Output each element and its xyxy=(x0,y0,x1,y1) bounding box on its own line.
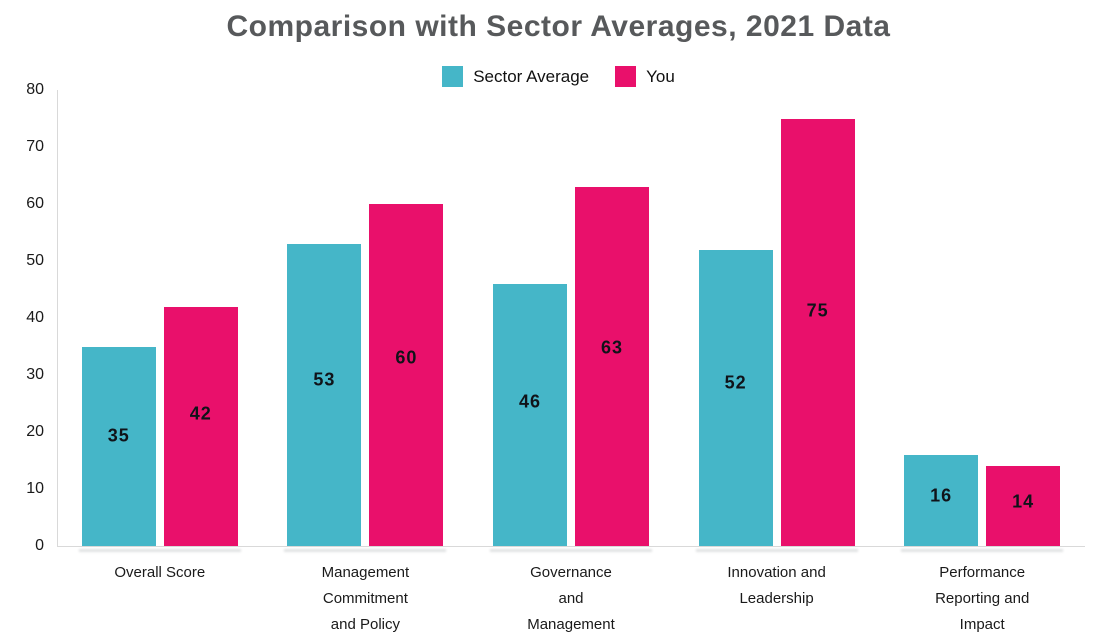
bar-value-label: 60 xyxy=(395,347,418,368)
x-axis-category-label: Governance and Management xyxy=(527,564,615,633)
bar-group-shadow xyxy=(284,549,447,552)
bar-sector-average-performance-reporting-and-impact: 16 xyxy=(904,454,979,546)
bar-value-label: 35 xyxy=(107,425,130,446)
bar-you-governance-and-management: 63 xyxy=(575,186,649,546)
legend-item-sector-average: Sector Average xyxy=(442,66,589,87)
bar-value-label: 75 xyxy=(806,300,829,321)
y-axis-line xyxy=(57,90,58,546)
bar-group-shadow xyxy=(490,549,652,552)
bar-sector-average-innovation-and-leadership: 52 xyxy=(698,249,773,546)
legend-item-you: You xyxy=(615,66,675,87)
bar-value-label: 14 xyxy=(1012,491,1035,512)
bar-sector-average-management-commitment-and-policy: 53 xyxy=(287,243,362,546)
legend-label-sector-average: Sector Average xyxy=(473,66,590,86)
bar-group-shadow xyxy=(78,549,241,552)
legend-swatch-sector-average xyxy=(442,66,464,87)
bar-value-label: 46 xyxy=(518,391,542,412)
bar-you-innovation-and-leadership: 75 xyxy=(780,118,855,546)
legend-swatch-you xyxy=(615,66,637,87)
chart-title: Comparison with Sector Averages, 2021 Da… xyxy=(226,10,891,43)
y-axis-tick-label: 80 xyxy=(26,81,44,98)
bar-you-performance-reporting-and-impact: 14 xyxy=(986,466,1061,546)
x-axis-line xyxy=(57,546,1085,547)
x-axis-category-label: Management Commitment and Policy xyxy=(321,564,410,633)
y-axis-tick-label: 0 xyxy=(35,537,44,554)
legend-label-you: You xyxy=(646,66,675,86)
y-axis-tick-label: 20 xyxy=(26,423,44,440)
bar-value-label: 16 xyxy=(930,485,953,506)
x-axis-category-label: Overall Score xyxy=(114,564,206,581)
bar-value-label: 53 xyxy=(313,369,336,390)
bar-value-label: 42 xyxy=(189,403,212,424)
bar-you-management-commitment-and-policy: 60 xyxy=(369,204,444,546)
y-axis-tick-label: 50 xyxy=(26,252,44,269)
y-axis-tick-label: 70 xyxy=(26,138,44,155)
legend: Sector Average You xyxy=(0,66,1117,87)
bar-group-shadow xyxy=(695,549,858,552)
bar-value-label: 52 xyxy=(724,372,747,393)
bar-sector-average-overall-score: 35 xyxy=(81,346,156,546)
bar-value-label: 63 xyxy=(600,337,624,358)
bar-you-overall-score: 42 xyxy=(163,306,238,546)
y-axis-tick-label: 60 xyxy=(26,195,44,212)
y-axis-tick-label: 10 xyxy=(26,480,44,497)
x-axis-category-label: Performance Reporting and Impact xyxy=(935,564,1030,633)
x-axis-category-label: Innovation and Leadership xyxy=(727,564,826,607)
y-axis-tick-label: 40 xyxy=(26,309,44,326)
bar-sector-average-governance-and-management: 46 xyxy=(493,283,567,546)
y-axis-tick-label: 30 xyxy=(26,366,44,383)
bar-group-shadow xyxy=(901,549,1064,552)
